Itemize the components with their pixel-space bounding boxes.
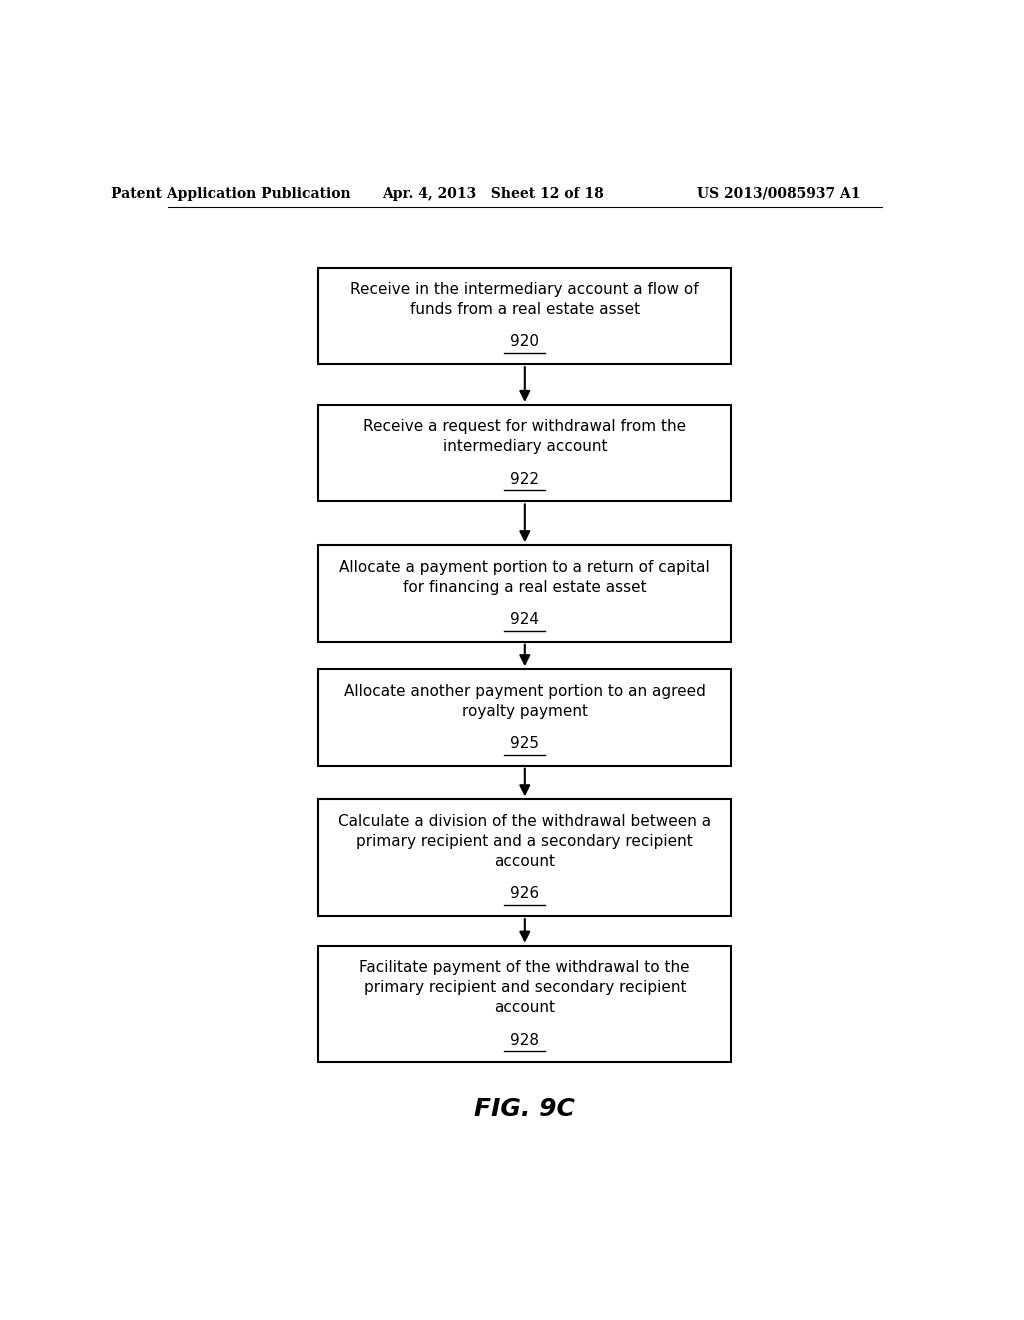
Text: 920: 920 (510, 334, 540, 350)
Bar (318, 268, 731, 364)
Bar (318, 945, 731, 1063)
Text: Patent Application Publication: Patent Application Publication (112, 187, 351, 201)
Bar (318, 799, 731, 916)
Bar (318, 545, 731, 642)
Bar (318, 405, 731, 502)
Text: Receive in the intermediary account a flow of
funds from a real estate asset: Receive in the intermediary account a fl… (350, 282, 699, 317)
Text: Allocate another payment portion to an agreed
royalty payment: Allocate another payment portion to an a… (344, 684, 706, 718)
Text: Apr. 4, 2013   Sheet 12 of 18: Apr. 4, 2013 Sheet 12 of 18 (382, 187, 604, 201)
Text: Calculate a division of the withdrawal between a
primary recipient and a seconda: Calculate a division of the withdrawal b… (338, 814, 712, 869)
Text: 924: 924 (510, 612, 540, 627)
Bar (318, 669, 731, 766)
Text: FIG. 9C: FIG. 9C (474, 1097, 575, 1121)
Text: Allocate a payment portion to a return of capital
for financing a real estate as: Allocate a payment portion to a return o… (339, 560, 711, 594)
Text: Facilitate payment of the withdrawal to the
primary recipient and secondary reci: Facilitate payment of the withdrawal to … (359, 961, 690, 1015)
Text: 925: 925 (510, 735, 540, 751)
Text: US 2013/0085937 A1: US 2013/0085937 A1 (697, 187, 860, 201)
Text: 922: 922 (510, 471, 540, 487)
Text: 928: 928 (510, 1032, 540, 1048)
Text: Receive a request for withdrawal from the
intermediary account: Receive a request for withdrawal from th… (364, 420, 686, 454)
Text: 926: 926 (510, 886, 540, 902)
